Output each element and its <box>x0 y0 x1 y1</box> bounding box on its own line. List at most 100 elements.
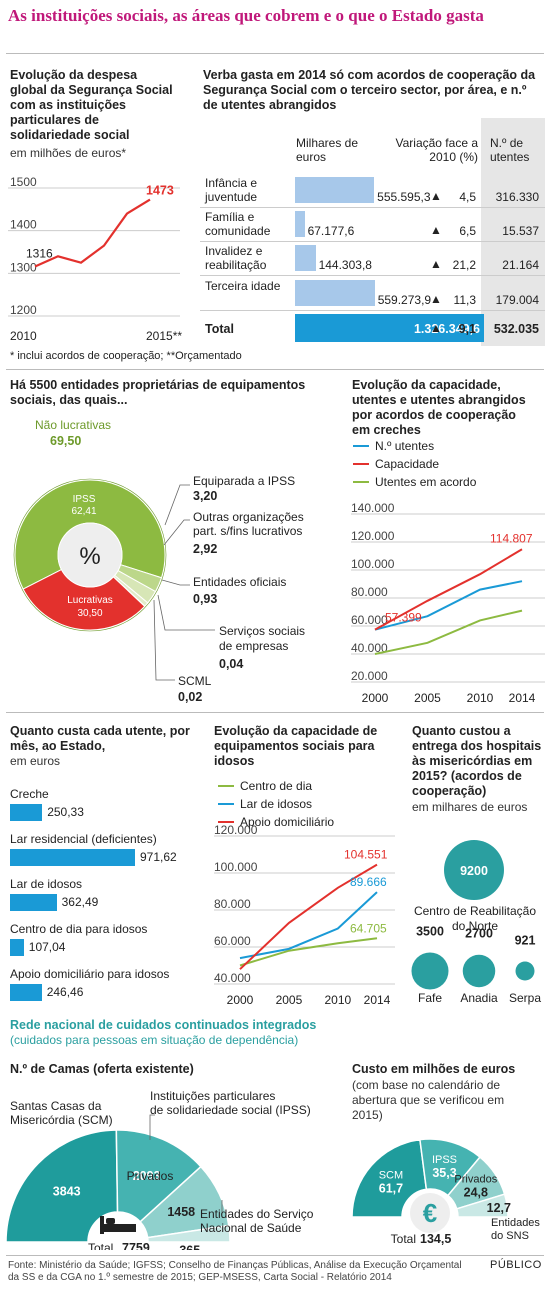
hospital-bubble <box>444 840 504 900</box>
servicos-value: 0,04 <box>219 657 243 671</box>
lucrativas-label: Lucrativas <box>67 595 113 606</box>
slice-name-label: SCM <box>379 1170 403 1182</box>
verba-row-utentes: 21.164 <box>502 258 539 272</box>
verba-row-value: 67.177,6 <box>307 224 355 238</box>
nao-lucrativas-label: Não lucrativas <box>35 418 111 432</box>
y-tick-label: 1300 <box>10 260 37 274</box>
euro-icon: € <box>423 1198 437 1228</box>
slice-name-label: Privados <box>454 1174 497 1186</box>
custo-value-label: 971,62 <box>140 850 177 864</box>
divider <box>6 1255 544 1256</box>
verba-row-var: 11,3 <box>453 293 476 307</box>
ipss-label: Instituições particulares <box>150 1089 275 1103</box>
verba-title: Verba gasta em 2014 só com acordos de co… <box>203 68 536 112</box>
camas-total-label: Total <box>88 1241 113 1250</box>
custo-unit: em euros <box>10 754 61 768</box>
verba-total-utentes: 532.035 <box>493 322 539 336</box>
series-line <box>374 548 523 631</box>
ipss-label: IPSS <box>73 494 96 505</box>
centro-dia-value-label: 64.705 <box>350 921 387 935</box>
custo-bar <box>10 939 24 956</box>
row-divider <box>200 241 545 242</box>
leader-line <box>149 1114 155 1140</box>
x-tick-label: 2005 <box>276 993 303 1007</box>
verba-row-area: Infância e juventude <box>205 176 258 204</box>
hospital-value-label: 3500 <box>416 924 444 938</box>
up-arrow-icon: ▲ <box>430 223 442 237</box>
slice-value-label: 3843 <box>53 1184 81 1198</box>
y-tick-label: 1500 <box>10 175 37 189</box>
custo-value-label: 246,46 <box>46 985 84 999</box>
semi-donut-slice <box>146 1224 231 1243</box>
y-tick-label: 120.000 <box>214 823 258 837</box>
verba-row-var: 4,5 <box>459 190 476 204</box>
sns-label: Entidades do Serviço <box>200 1207 314 1221</box>
series-line <box>239 863 378 970</box>
custo-bar <box>10 849 135 866</box>
scml-value: 0,02 <box>178 690 202 704</box>
outras-value: 2,92 <box>193 542 217 556</box>
servicos-label: de empresas <box>219 639 288 653</box>
donut-outline <box>13 478 167 632</box>
row-divider <box>200 275 545 276</box>
custo-title: Quanto custa cada utente, por mês, ao Es… <box>10 724 190 753</box>
slice-value-label: 35,3 <box>432 1166 456 1180</box>
leader-line <box>164 484 190 526</box>
slice-name-label: IPSS <box>432 1154 457 1166</box>
verba-row-value: 144.303,8 <box>318 258 372 272</box>
outras-label: part. s/fins lucrativos <box>193 524 302 538</box>
custo-bar <box>10 804 43 821</box>
custo-category-label: Apoio domiciliário para idosos <box>10 967 170 981</box>
verba-row-bar <box>295 280 375 306</box>
hospital-bubble <box>515 961 535 981</box>
y-tick-label: 20.000 <box>351 669 388 683</box>
hospitais-unit: em milhares de euros <box>412 800 528 814</box>
y-tick-label: 100.000 <box>214 860 258 874</box>
verba-row-bar <box>295 245 316 271</box>
verba-row-value: 559.273,9 <box>377 293 432 307</box>
series-line <box>374 580 523 631</box>
donut-center <box>57 522 123 588</box>
verba-row-utentes: 179.004 <box>495 293 539 307</box>
x-tick-label: 2015** <box>146 329 182 343</box>
slice-value-label: 12,7 <box>487 1201 511 1215</box>
row-divider <box>200 207 545 208</box>
idosos-title: Evolução da capacidade de equipamentos s… <box>214 724 378 768</box>
row-divider <box>200 310 545 311</box>
hospital-value-label: 2700 <box>465 927 493 941</box>
scml-label: SCML <box>178 674 212 688</box>
lucrativas-value: 30,50 <box>77 608 102 619</box>
verba-row-area: Invalidez e reabilitação <box>205 244 267 272</box>
custo-bar <box>10 984 42 1001</box>
despesa-chart: 1500 1400 1300 1200 1316 1473 2010 2015** <box>8 175 182 343</box>
x-tick-label: 2010 <box>325 993 352 1007</box>
verba-row-area: Terceira idade <box>205 279 281 293</box>
x-tick-label: 2000 <box>227 993 254 1007</box>
custo-category-label: Lar residencial (deficientes) <box>10 832 157 846</box>
col-utentes: N.º de utentes <box>490 136 530 164</box>
custo-value-label: 362,49 <box>61 895 99 909</box>
bed-icon <box>100 1216 104 1234</box>
bed-icon <box>106 1218 115 1224</box>
hospital-bubble <box>462 954 496 988</box>
x-tick-label: 2010 <box>10 329 37 343</box>
custo-value-label: 250,33 <box>47 805 84 819</box>
y-tick-label: 120.000 <box>351 529 395 543</box>
scm-label: Misericórdia (SCM) <box>10 1113 113 1127</box>
oficiais-value: 0,93 <box>193 592 217 606</box>
nao-lucrativas-value: 69,50 <box>50 434 81 448</box>
lar-idosos-value-label: 89.666 <box>350 875 387 889</box>
verba-total-bar <box>295 314 484 342</box>
hospital-name-label: Fafe <box>418 991 442 1005</box>
despesa-line <box>34 198 151 268</box>
verba-total-value: 1.326.349,6 <box>413 322 480 336</box>
milhoes-total-value: 134,5 <box>420 1232 451 1246</box>
verba-row-utentes: 15.537 <box>502 224 539 238</box>
sns-label: Nacional de Saúde <box>200 1221 302 1235</box>
sns-label: Entidades <box>491 1217 540 1229</box>
creches-chart: 140.000 120.000 100.000 80.000 60.000 40.000 2… <box>351 439 545 705</box>
start-value-label: 57.399 <box>385 611 422 625</box>
page-title: As instituições sociais, as áreas que co… <box>8 6 484 25</box>
